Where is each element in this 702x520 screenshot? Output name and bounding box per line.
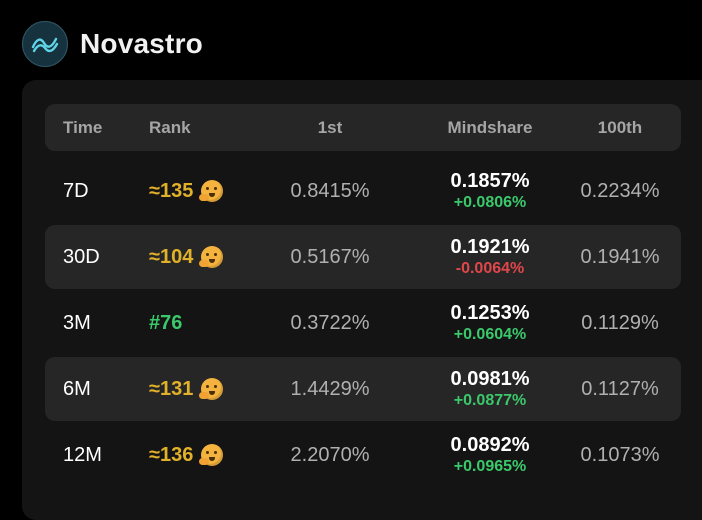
hundredth-cell: 0.2234%	[580, 179, 660, 202]
rank-value: ≈131	[149, 377, 194, 400]
rank-value: #76	[149, 311, 183, 334]
mindshare-change: +0.0604%	[453, 326, 527, 343]
thinking-face-icon	[199, 180, 224, 202]
rank-value: ≈136	[149, 443, 194, 466]
mindshare-value: 0.1921%	[450, 236, 530, 258]
mindshare-table-card: Time Rank 1st Mindshare 100th 7D ≈135 0.84…	[22, 80, 702, 520]
first-cell: 1.4429%	[290, 377, 370, 400]
time-cell: 6M	[63, 377, 91, 400]
rank-cell: #76	[149, 291, 182, 355]
hundredth-cell: 0.1073%	[580, 443, 660, 466]
mindshare-value: 0.1857%	[450, 170, 530, 192]
thinking-face-icon	[199, 444, 224, 466]
rank-cell: ≈131	[149, 357, 224, 421]
table-row[interactable]: 30D ≈104 0.5167% 0.1921% -0.0064% 0.1941%	[45, 225, 681, 289]
header-mindshare: Mindshare	[447, 118, 533, 137]
thinking-face-icon	[199, 246, 224, 268]
mindshare-cell: 0.0981% +0.0877%	[405, 357, 575, 421]
app-header: Novastro	[22, 20, 203, 68]
first-cell: 0.3722%	[290, 311, 370, 334]
time-cell: 12M	[63, 443, 102, 466]
header-first: 1st	[317, 118, 343, 137]
rank-cell: ≈136	[149, 423, 224, 487]
header-time: Time	[63, 118, 103, 137]
mindshare-cell: 0.1253% +0.0604%	[405, 291, 575, 355]
mindshare-cell: 0.1857% +0.0806%	[405, 159, 575, 223]
rank-value: ≈135	[149, 179, 194, 202]
mindshare-change: +0.0806%	[453, 194, 527, 211]
mindshare-change: +0.0965%	[453, 458, 527, 475]
time-cell: 7D	[63, 179, 89, 202]
thinking-face-icon	[199, 378, 224, 400]
page-title: Novastro	[80, 28, 203, 59]
table-header: Time Rank 1st Mindshare 100th	[45, 104, 681, 151]
header-hundredth: 100th	[597, 118, 643, 137]
mindshare-value: 0.0892%	[450, 434, 530, 456]
first-cell: 0.8415%	[290, 179, 370, 202]
hundredth-cell: 0.1129%	[581, 311, 659, 334]
mindshare-cell: 0.0892% +0.0965%	[405, 423, 575, 487]
rank-cell: ≈135	[149, 159, 224, 223]
header-rank: Rank	[149, 118, 191, 137]
time-cell: 30D	[63, 245, 100, 268]
table-row[interactable]: 6M ≈131 1.4429% 0.0981% +0.0877% 0.1127%	[45, 357, 681, 421]
first-cell: 2.2070%	[290, 443, 370, 466]
mindshare-change: -0.0064%	[455, 260, 525, 277]
table-row[interactable]: 12M ≈136 2.2070% 0.0892% +0.0965% 0.1073%	[45, 423, 681, 487]
mindshare-change: +0.0877%	[453, 392, 527, 409]
time-cell: 3M	[63, 311, 91, 334]
table-row[interactable]: 3M #76 0.3722% 0.1253% +0.0604% 0.1129%	[45, 291, 681, 355]
rank-cell: ≈104	[149, 225, 224, 289]
mindshare-value: 0.0981%	[450, 368, 530, 390]
hundredth-cell: 0.1941%	[580, 245, 660, 268]
first-cell: 0.5167%	[290, 245, 370, 268]
mindshare-value: 0.1253%	[450, 302, 530, 324]
rank-value: ≈104	[149, 245, 194, 268]
table-row[interactable]: 7D ≈135 0.8415% 0.1857% +0.0806% 0.2234%	[45, 159, 681, 223]
mindshare-cell: 0.1921% -0.0064%	[405, 225, 575, 289]
hundredth-cell: 0.1127%	[581, 377, 659, 400]
wave-logo-icon	[22, 21, 68, 67]
